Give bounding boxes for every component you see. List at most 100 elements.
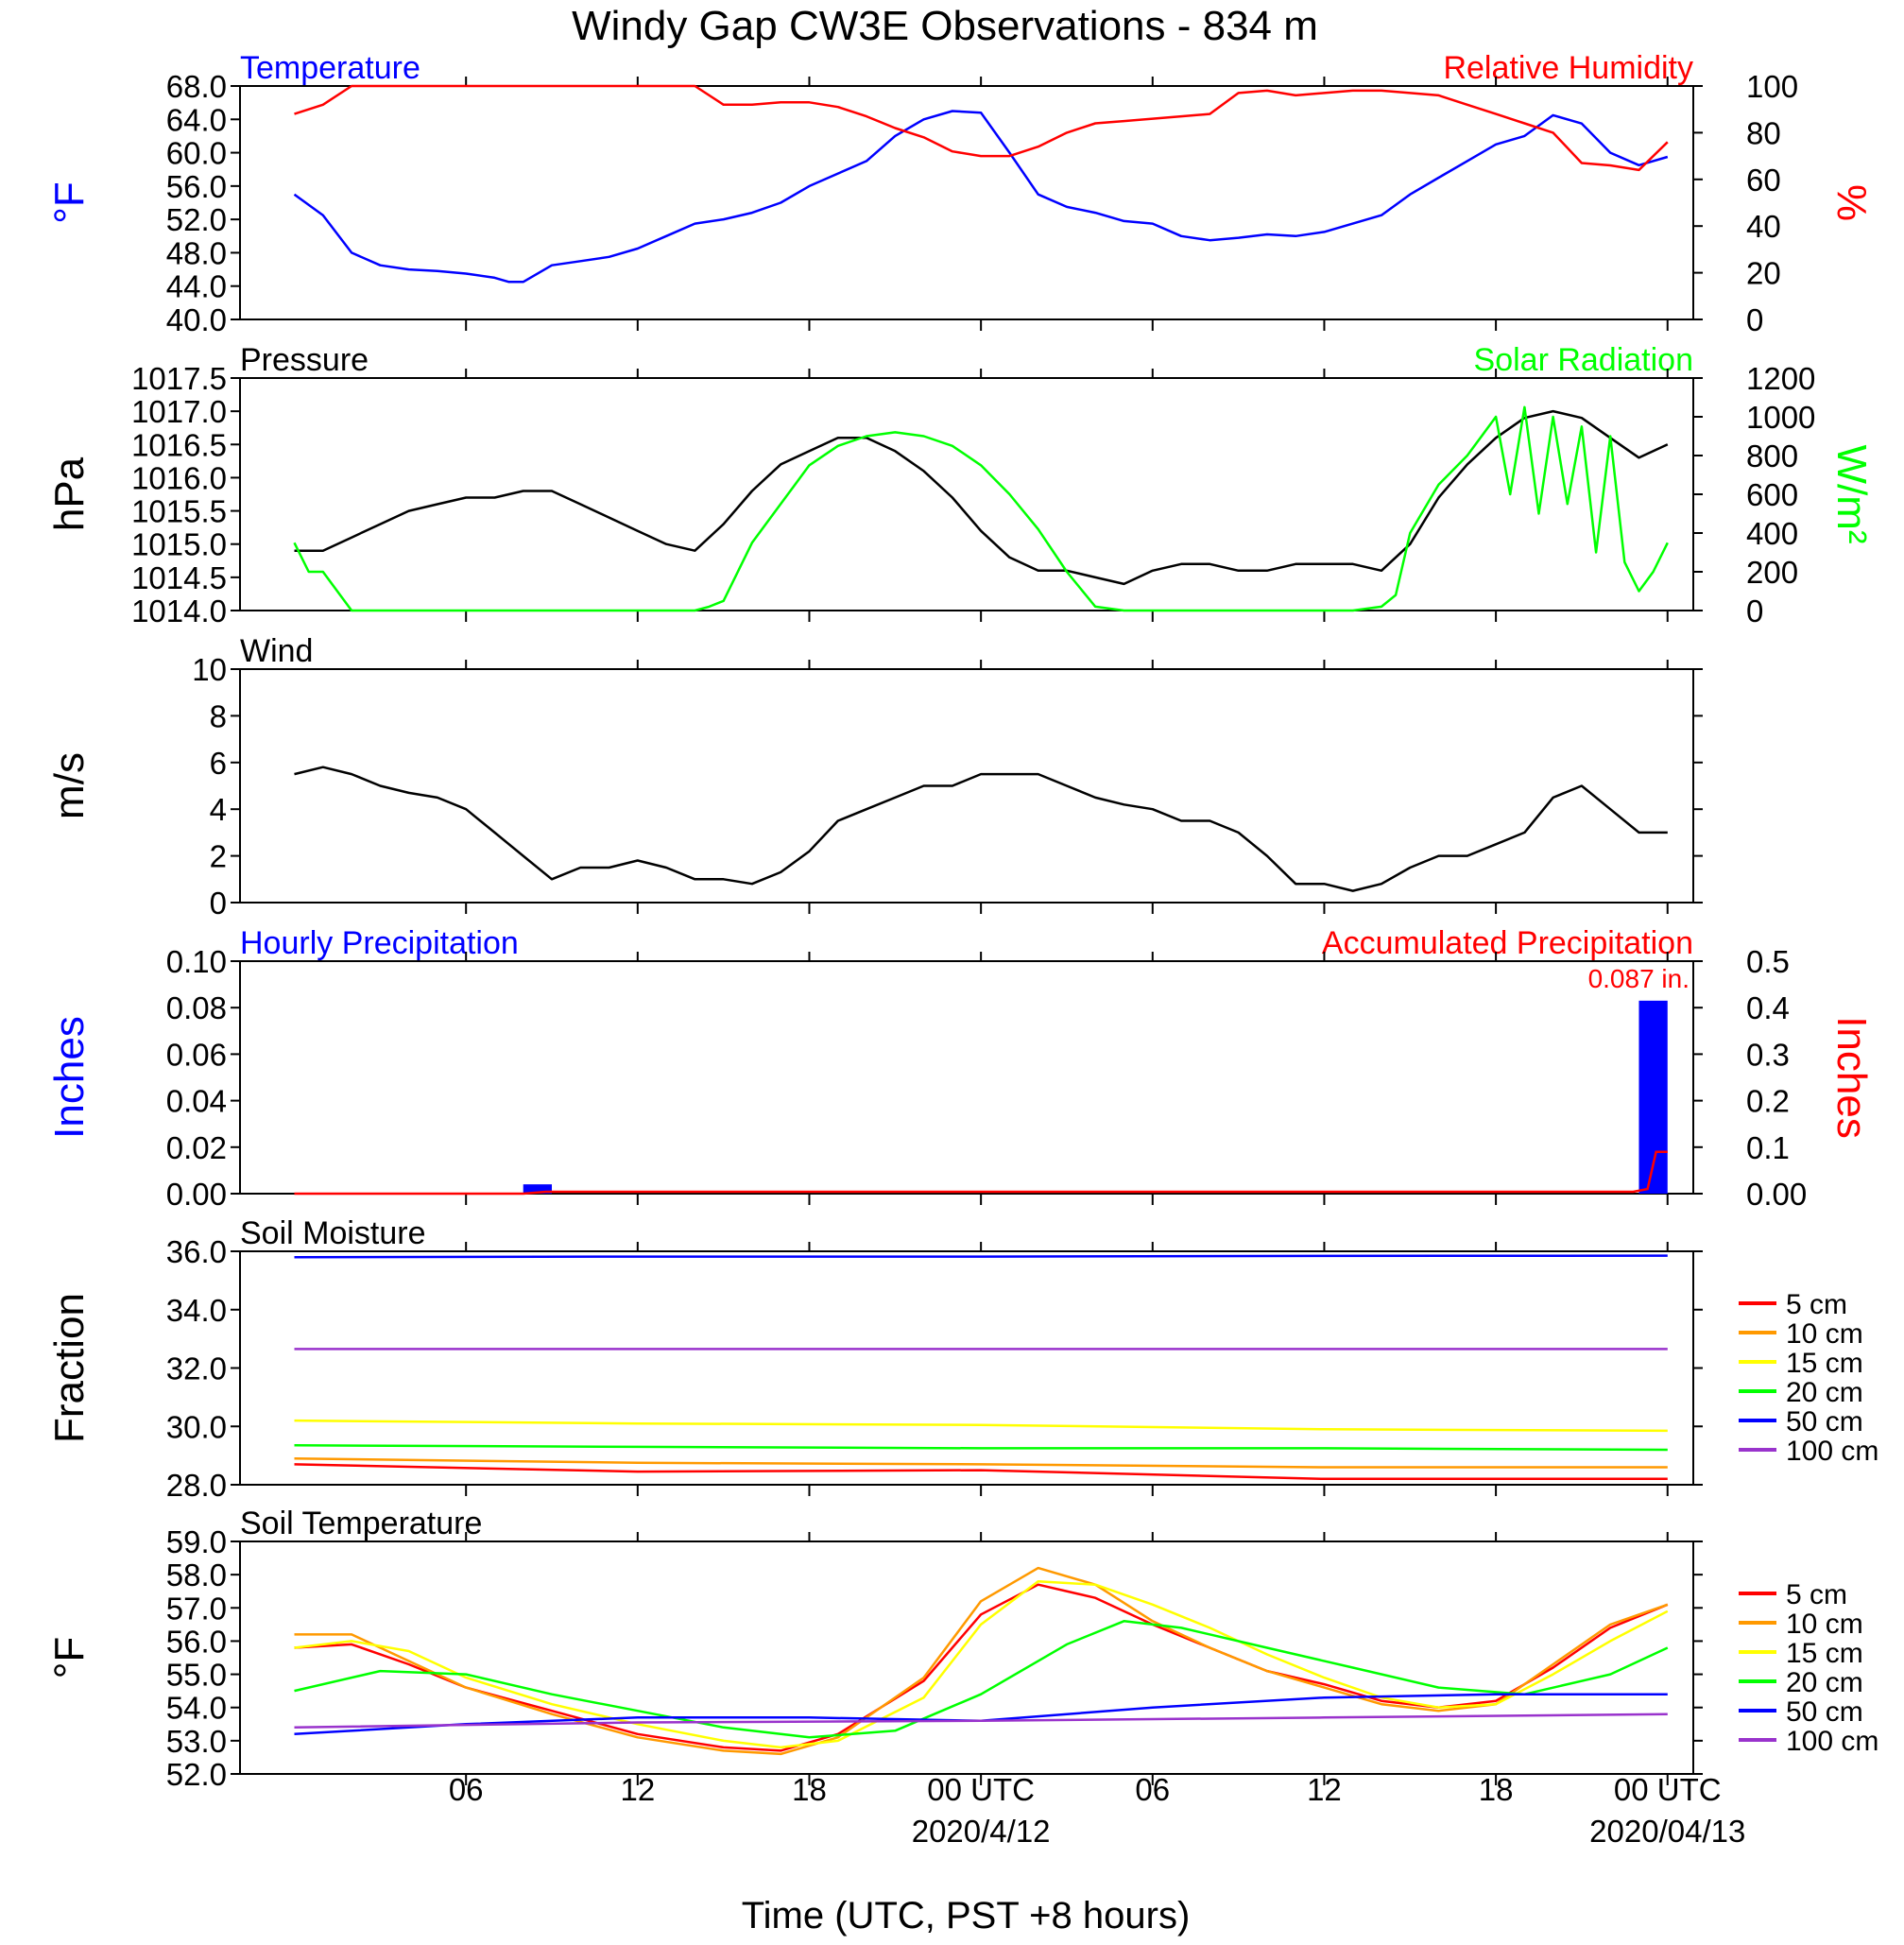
right-tick-label: 0.00 bbox=[1746, 1177, 1807, 1212]
legend-label: 10 cm bbox=[1786, 1609, 1863, 1640]
right-series-label: Solar Radiation bbox=[1474, 342, 1693, 378]
left-tick-label: 1016.0 bbox=[131, 460, 227, 495]
left-tick-label: 32.0 bbox=[166, 1351, 227, 1386]
left-tick-label: 2 bbox=[210, 839, 227, 874]
precip-total-annotation: 0.087 in. bbox=[1588, 964, 1690, 993]
left-tick-label: 10 bbox=[192, 652, 227, 687]
series-line-wind bbox=[294, 766, 1668, 892]
x-tick-label: 00 UTC bbox=[927, 1772, 1035, 1807]
left-axis-label: Fraction bbox=[46, 1293, 93, 1443]
legend-label: 50 cm bbox=[1786, 1406, 1863, 1437]
left-tick-label: 0.00 bbox=[166, 1177, 227, 1212]
legend-label: 100 cm bbox=[1786, 1436, 1878, 1467]
right-series-label: Accumulated Precipitation bbox=[1322, 925, 1693, 961]
left-tick-label: 52.0 bbox=[166, 1757, 227, 1792]
series-line-relative-humidity bbox=[294, 84, 1669, 172]
right-tick-label: 400 bbox=[1746, 516, 1798, 551]
series-line-10-cm bbox=[294, 1456, 1668, 1469]
precip-bar bbox=[523, 1184, 553, 1194]
left-tick-label: 1014.0 bbox=[131, 594, 227, 628]
left-tick-label: 4 bbox=[210, 792, 227, 827]
left-tick-label: 40.0 bbox=[166, 302, 227, 337]
panel-precipitation: 0.00 0.02 0.04 0.06 0.08 0.10 Inches Hourly Pre… bbox=[46, 925, 1875, 1212]
left-tick-label: 6 bbox=[210, 746, 227, 781]
left-tick-label: 48.0 bbox=[166, 235, 227, 270]
panel-pressure_solar: 1014.01014.51015.01015.51016.01016.51017… bbox=[46, 342, 1875, 628]
right-tick-label: 200 bbox=[1746, 555, 1798, 590]
left-tick-label: 1017.5 bbox=[131, 361, 227, 396]
left-tick-label: 68.0 bbox=[166, 69, 227, 104]
left-series-label: Wind bbox=[240, 633, 313, 669]
left-tick-label: 56.0 bbox=[166, 169, 227, 204]
x-tick-label: 06 bbox=[1135, 1772, 1170, 1807]
right-tick-label: 0.1 bbox=[1746, 1130, 1790, 1165]
legend-label: 15 cm bbox=[1786, 1638, 1863, 1669]
series-line-20-cm bbox=[294, 1620, 1669, 1739]
left-series-label: Soil Temperature bbox=[240, 1506, 482, 1541]
right-tick-label: 1200 bbox=[1746, 361, 1815, 396]
right-tick-label: 60 bbox=[1746, 163, 1781, 198]
series-line-100-cm bbox=[294, 1713, 1668, 1730]
series-line-solar-radiation bbox=[293, 405, 1669, 612]
left-tick-label: 30.0 bbox=[166, 1409, 227, 1444]
legend-label: 20 cm bbox=[1786, 1667, 1863, 1698]
left-tick-label: 53.0 bbox=[166, 1724, 227, 1759]
left-tick-label: 1015.5 bbox=[131, 494, 227, 529]
right-tick-label: 600 bbox=[1746, 477, 1798, 512]
right-tick-label: 0.5 bbox=[1746, 944, 1790, 979]
left-tick-label: 1014.5 bbox=[131, 560, 227, 595]
x-axis-title: Time (UTC, PST +8 hours) bbox=[742, 1895, 1191, 1936]
right-axis-label: Inches bbox=[1828, 1016, 1875, 1139]
left-tick-label: 55.0 bbox=[166, 1658, 227, 1693]
left-tick-label: 0.06 bbox=[166, 1037, 227, 1072]
right-tick-label: 0 bbox=[1746, 594, 1763, 628]
panel-frame bbox=[239, 960, 1694, 1195]
right-axis-label: % bbox=[1828, 184, 1875, 221]
left-tick-label: 28.0 bbox=[166, 1468, 227, 1503]
left-series-label: Hourly Precipitation bbox=[240, 925, 519, 961]
left-tick-label: 52.0 bbox=[166, 202, 227, 237]
left-axis-label: °F bbox=[46, 181, 93, 223]
x-date-label: 2020/04/13 bbox=[1589, 1814, 1745, 1849]
left-series-label: Soil Moisture bbox=[240, 1215, 426, 1251]
right-tick-label: 0.4 bbox=[1746, 990, 1790, 1025]
legend-label: 5 cm bbox=[1786, 1289, 1847, 1320]
legend-label: 50 cm bbox=[1786, 1696, 1863, 1728]
left-tick-label: 1017.0 bbox=[131, 394, 227, 429]
left-series-label: Temperature bbox=[240, 50, 420, 86]
left-axis-label: Inches bbox=[46, 1016, 93, 1139]
x-tick-label: 12 bbox=[620, 1772, 655, 1807]
left-tick-label: 56.0 bbox=[166, 1624, 227, 1659]
left-tick-label: 0 bbox=[210, 886, 227, 921]
left-tick-label: 54.0 bbox=[166, 1691, 227, 1726]
left-tick-label: 59.0 bbox=[166, 1524, 227, 1559]
x-tick-label: 00 UTC bbox=[1614, 1772, 1722, 1807]
left-tick-label: 0.04 bbox=[166, 1084, 227, 1119]
right-tick-label: 0.2 bbox=[1746, 1084, 1790, 1119]
panel-wind: 0 2 4 6 8 10 m/s Wind bbox=[46, 633, 1703, 921]
left-tick-label: 8 bbox=[210, 698, 227, 733]
panel-frame bbox=[239, 1541, 1694, 1775]
left-tick-label: 44.0 bbox=[166, 269, 227, 304]
chart-panels: 40.044.048.052.056.060.064.068.0°FTemper… bbox=[46, 50, 1878, 1849]
panel-soil_moisture: 28.0 30.0 32.0 34.0 36.0 Fraction Soil Moistur… bbox=[46, 1215, 1878, 1503]
left-tick-label: 64.0 bbox=[166, 102, 227, 137]
left-tick-label: 0.02 bbox=[166, 1130, 227, 1165]
x-tick-label: 18 bbox=[1479, 1772, 1514, 1807]
left-tick-label: 1015.0 bbox=[131, 527, 227, 562]
left-tick-label: 0.08 bbox=[166, 990, 227, 1025]
right-tick-label: 100 bbox=[1746, 69, 1798, 104]
panel-temperature_humidity: 40.044.048.052.056.060.064.068.0 °F Temper… bbox=[46, 50, 1875, 337]
right-series-label: Relative Humidity bbox=[1443, 50, 1693, 86]
right-tick-label: 1000 bbox=[1746, 400, 1815, 435]
chart-title: Windy Gap CW3E Observations - 834 m bbox=[572, 3, 1318, 49]
series-line-15-cm bbox=[294, 1579, 1669, 1749]
series-line-10-cm bbox=[294, 1566, 1669, 1756]
panel-soil_temperature: 52.053.054.055.056.057.058.059.0 °F Soil T… bbox=[46, 1506, 1878, 1792]
legend-label: 5 cm bbox=[1786, 1579, 1847, 1610]
x-date-label: 2020/4/12 bbox=[912, 1814, 1051, 1849]
left-tick-label: 60.0 bbox=[166, 136, 227, 171]
series-line-temperature bbox=[293, 110, 1669, 284]
right-tick-label: 0 bbox=[1746, 302, 1763, 337]
series-line-15-cm bbox=[294, 1419, 1668, 1433]
